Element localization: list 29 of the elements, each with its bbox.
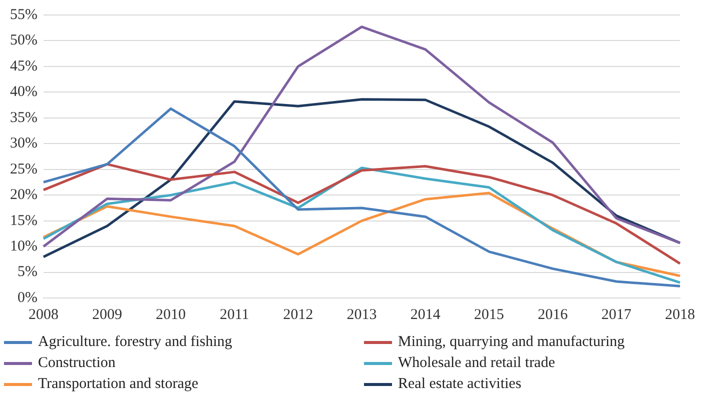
y-tick-label: 55% [10, 6, 38, 23]
y-tick-label: 10% [10, 238, 38, 254]
x-tick-label: 2013 [346, 306, 377, 323]
y-tick-label: 50% [10, 32, 38, 49]
x-tick-label: 2014 [410, 306, 441, 323]
legend-label: Agriculture. forestry and fishing [38, 334, 232, 351]
y-tick-label: 35% [10, 110, 38, 126]
y-tick-label: 30% [10, 136, 38, 152]
y-tick-label: 20% [10, 187, 38, 204]
y-tick-label: 0% [17, 290, 38, 306]
x-tick-label: 2016 [538, 306, 568, 323]
y-tick-label: 5% [17, 264, 38, 280]
x-tick-label: 2012 [283, 306, 314, 323]
x-tick-label: 2008 [28, 306, 58, 323]
legend-label: Mining, quarrying and manufacturing [398, 334, 625, 351]
x-tick-label: 2009 [92, 306, 122, 323]
x-tick-label: 2018 [665, 306, 695, 323]
x-tick-label: 2011 [220, 306, 250, 323]
legend-label: Transportation and storage [38, 376, 198, 393]
y-tick-label: 25% [10, 161, 38, 178]
legend-label: Real estate activities [398, 376, 522, 393]
legend-label: Construction [38, 355, 116, 372]
x-tick-label: 2015 [474, 306, 504, 323]
y-tick-label: 40% [10, 84, 38, 100]
x-tick-label: 2017 [601, 306, 632, 323]
legend-label: Wholesale and retail trade [398, 355, 556, 372]
y-tick-label: 15% [10, 212, 38, 229]
x-tick-label: 2010 [156, 306, 186, 323]
y-tick-label: 45% [10, 58, 38, 74]
